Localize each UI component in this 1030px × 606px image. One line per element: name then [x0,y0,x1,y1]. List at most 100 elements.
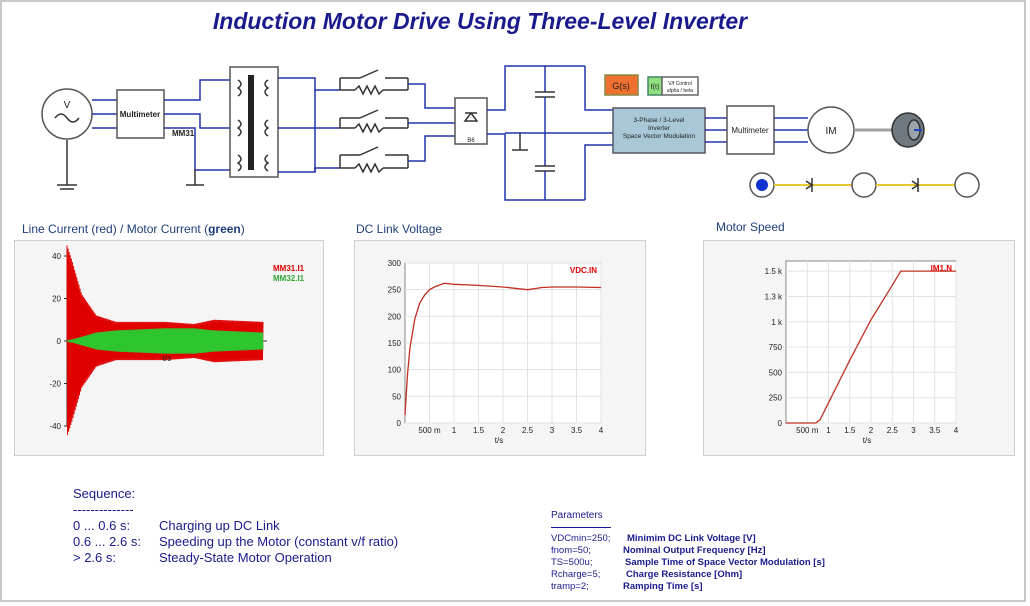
sequence-row: 0 ... 0.6 s: [73,518,130,533]
x-tick-label: 500 m [418,426,441,435]
rectifier-label: B6 [467,138,475,144]
inverter-label-3: Space Vector Modulation [623,133,696,140]
x-axis-label: t/s [495,436,503,445]
x-tick-label: 500 m [796,426,819,435]
y-tick-label: 20 [52,295,61,304]
legend-label: IM1.N [931,264,953,273]
param-desc: Minimim DC Link Voltage [V] [627,533,756,544]
x-tick-label: 2.5 [522,426,534,435]
y-tick-label: 50 [392,392,401,401]
x-tick-label: 3.5 [571,426,583,435]
speed-chart: 1.5 k 1.3 k 1 k 750 500 250 0 500 m 1 1.5 2 2.5 3 3.5… [765,260,959,445]
line-current-series [66,245,264,435]
sequence-desc: Charging up DC Link [159,518,280,533]
x-tick-label: 4 [954,426,959,435]
param-desc: Sample Time of Space Vector Modulation [… [625,557,825,568]
legend-green: MM32.I1 [273,274,305,283]
y-tick-label: 300 [388,259,402,268]
x-tick-label: 4 [599,426,604,435]
y-tick-label: 200 [388,312,402,321]
y-tick-label: 1.3 k [765,292,783,301]
y-tick-label: 1 k [771,318,783,327]
param-name: fnom=50; [551,545,591,556]
sequence-desc: Speeding up the Motor (constant v/f rati… [159,534,399,549]
motor-label: IM [825,126,836,137]
sequence-time: 0 ... 0.6 s: [73,518,131,533]
param-desc: Charge Resistance [Ohm] [626,569,743,580]
x-tick-label: 2 [869,426,874,435]
multimeter-1-label: Multimeter [120,110,160,119]
multimeter-1[interactable] [116,89,165,139]
inverter-label-2: Inverter [648,125,671,132]
legend-red: MM31.I1 [273,264,305,273]
y-tick-label: -20 [49,380,61,389]
param-desc: Nominal Output Frequency [Hz] [623,545,766,556]
multimeter-1-id: MM31 [172,129,195,138]
multimeter-2-label: Multimeter [731,126,769,135]
y-tick-label: 250 [388,286,402,295]
speed-chart-panel[interactable]: 1.5 k 1.3 k 1 k 750 500 250 0 500 m 1 1.5 2 2.5 3 3.5… [703,240,1015,456]
y-tick-label: 0 [397,419,402,428]
series-line [786,270,956,424]
legend-label: VDC.IN [570,266,597,275]
motor-current-series [66,328,264,354]
page-title: Induction Motor Drive Using Three-Level … [212,8,748,34]
vf-label-2: alpha / beta [667,88,693,94]
sequence-row: 0.6 ... 2.6 s: [73,534,141,549]
x-tick-label: 1.5 [473,426,485,435]
vf-label-1: V/f Control [668,81,692,87]
vdc-chart: 300 250 200 150 100 50 0 500 m 1 1.5 2 2.5 3 3.5 4 t/s V… [388,259,604,445]
x-tick-label: 3 [911,426,916,435]
y-tick-label: -40 [49,422,61,431]
sequence-time: 0.6 ... 2.6 s: [73,534,141,549]
x-tick-label: 1 [826,426,831,435]
x-tick-label: 1.5 [844,426,856,435]
x-axis-label: t/s [163,354,171,363]
rectifier-b6[interactable] [454,97,488,145]
y-tick-label: 250 [769,394,783,403]
circuit-schematic: V Multimeter MM31 B6 G(s) f(t) V/f Contr… [41,65,980,201]
sequence-row: > 2.6 s: [73,550,116,565]
current-chart-panel[interactable]: 40 20 0 -20 -40 t/s MM31.I1 MM32.I1 [14,240,324,456]
y-tick-label: 0 [778,419,783,428]
x-tick-label: 2 [501,426,506,435]
y-tick-label: 500 [769,368,783,377]
x-axis-label: t/s [863,436,871,445]
inverter-label-1: 3-Phase / 3-Level [634,117,686,124]
source-label: V [64,100,71,111]
x-tick-label: 3.5 [929,426,941,435]
param-name: Rcharge=5; [551,569,601,580]
y-tick-label: 40 [52,252,61,261]
ft-label: f(t) [651,84,660,91]
mechanical-node-2[interactable] [954,172,980,198]
sequence-time: > 2.6 s: [73,550,116,565]
y-tick-label: 0 [57,337,62,346]
x-tick-label: 3 [550,426,555,435]
inverter-3-level[interactable] [612,107,706,154]
y-tick-label: 150 [388,339,402,348]
y-tick-label: 1.5 k [765,267,783,276]
voltage-source[interactable] [41,88,93,140]
current-chart-heading: Line Current (red) / Motor Current (gree… [22,222,245,236]
sequence-desc: Steady-State Motor Operation [159,550,332,565]
parameters-divider [551,527,611,528]
y-tick-label: 750 [769,343,783,352]
speed-chart-heading: Motor Speed [716,220,785,234]
vdc-chart-panel[interactable]: 300 250 200 150 100 50 0 500 m 1 1.5 2 2.5 3 3.5 4 t/s V… [354,240,646,456]
y-tick-label: 100 [388,366,402,375]
sequence-heading: Sequence: [73,486,136,501]
parameters-heading: Parameters [551,510,603,521]
param-name: TS=500u; [551,557,593,568]
mechanical-node-1[interactable] [851,172,877,198]
gs-label: G(s) [612,81,630,91]
gs-block[interactable] [604,74,639,96]
x-tick-label: 2.5 [887,426,899,435]
vdc-chart-heading: DC Link Voltage [356,222,443,236]
param-desc: Ramping Time [s] [623,581,703,592]
param-name: tramp=2; [551,581,589,592]
series-line [404,282,602,416]
sequence-divider: -------------- [73,502,134,517]
param-name: VDCmin=250; [551,533,611,544]
